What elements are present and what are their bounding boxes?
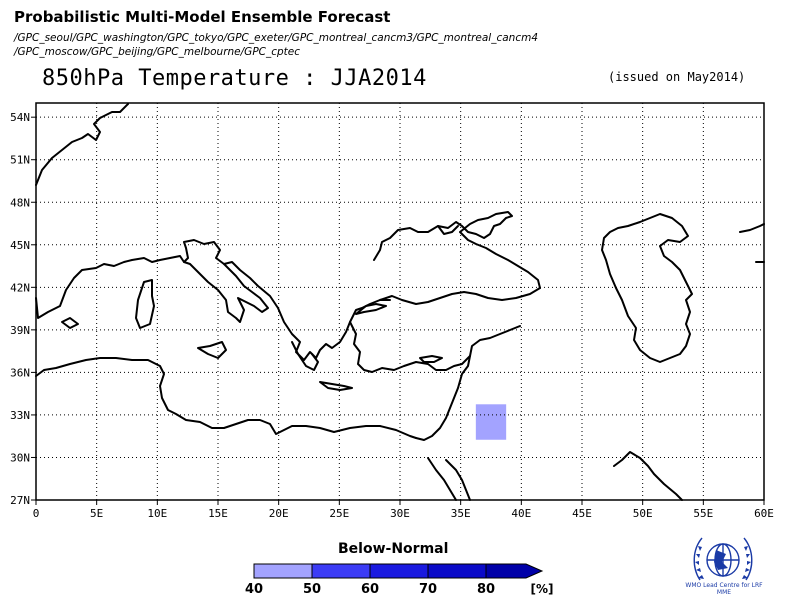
lat-tick-label: 36N	[10, 366, 30, 379]
lat-tick-label: 45N	[10, 239, 30, 252]
lon-tick-label: 60E	[754, 507, 774, 520]
latitude-labels: 27N 30N 33N 36N 39N 42N 45N 48N 51N 54N	[10, 111, 36, 507]
coastline-red-sea	[445, 459, 471, 501]
colorbar	[253, 563, 544, 579]
colorbar-bin-4	[485, 563, 544, 579]
main-title: Probabilistic Multi-Model Ensemble Forec…	[14, 8, 391, 26]
coastline-sicily	[197, 341, 227, 359]
grid-layer	[36, 103, 764, 500]
coastline-layer	[35, 103, 765, 501]
coastline-balearic	[61, 317, 79, 329]
lon-tick-label: 40E	[511, 507, 531, 520]
colorbar-tick-label: 40	[245, 582, 263, 597]
longitude-labels: 0 5E 10E 15E 20E 25E 30E 35E 40E 45E 50E 55E 60E	[33, 500, 774, 520]
coastline-crete	[319, 381, 353, 391]
coastline-iberia	[35, 255, 185, 319]
probability-cell-0	[475, 404, 507, 440]
gpc-list-line-2: /GPC_moscow/GPC_beijing/GPC_melbourne/GP…	[14, 46, 301, 58]
issued-date: (issued on May2014)	[608, 70, 746, 84]
coastline-italy	[183, 239, 269, 323]
coastline-europe-west	[35, 103, 129, 186]
lon-tick-label: 15E	[208, 507, 228, 520]
coastline-black-sea-north	[373, 211, 541, 289]
lat-tick-label: 30N	[10, 451, 30, 464]
map-frame	[35, 102, 765, 501]
lon-tick-label: 20E	[269, 507, 289, 520]
lat-tick-label: 27N	[10, 494, 30, 507]
lon-tick-label: 30E	[390, 507, 410, 520]
colorbar-tick-label: 70	[419, 582, 437, 597]
colorbar-tick-label: 80	[477, 582, 495, 597]
coastline-caspian	[601, 213, 693, 363]
lon-tick-label: 50E	[633, 507, 653, 520]
colorbar-bin-0	[253, 563, 313, 579]
colorbar-bin-2	[369, 563, 429, 579]
frame-layer	[35, 102, 765, 501]
colorbar-bin-3	[427, 563, 487, 579]
lat-tick-label: 48N	[10, 196, 30, 209]
lat-tick-label: 51N	[10, 154, 30, 167]
coastline-peloponnese	[291, 341, 319, 371]
colorbar-tick-label: 60	[361, 582, 379, 597]
coastline-anatolia	[349, 321, 521, 373]
coastline-crimea	[437, 225, 459, 235]
coastline-levant	[415, 355, 471, 441]
coastline-black-sea-south	[379, 287, 541, 305]
colorbar-unit: [%]	[531, 582, 554, 596]
lon-tick-label: 25E	[329, 507, 349, 520]
lon-tick-label: 55E	[693, 507, 713, 520]
lat-tick-label: 54N	[10, 111, 30, 124]
lon-tick-label: 5E	[90, 507, 103, 520]
coastline-aral	[739, 223, 765, 263]
lon-tick-label: 35E	[451, 507, 471, 520]
colorbar-ticks: 40 50 60 70 80 [%]	[245, 582, 554, 597]
logo-caption: WMO Lead Centre for LRF MME	[685, 582, 763, 596]
lon-tick-label: 45E	[572, 507, 592, 520]
colorbar-tick-label: 50	[303, 582, 321, 597]
coastline-marmara	[355, 303, 387, 315]
lat-tick-label: 39N	[10, 324, 30, 337]
coastline-persian-gulf	[613, 451, 683, 501]
gpc-list-line-1: /GPC_seoul/GPC_washington/GPC_tokyo/GPC_…	[14, 32, 539, 44]
coastline-balkans	[223, 261, 391, 361]
coastline-sardinia	[135, 279, 155, 329]
lon-tick-label: 0	[33, 507, 40, 520]
colorbar-title: Below-Normal	[338, 541, 449, 557]
lat-tick-label: 33N	[10, 409, 30, 422]
coastline-sinai	[427, 457, 457, 501]
map-title: 850hPa Temperature : JJA2014	[42, 66, 427, 91]
coastline-cyprus	[419, 355, 443, 363]
coastline-north-africa	[35, 357, 417, 439]
colorbar-bin-1	[311, 563, 371, 579]
shading-layer	[475, 404, 507, 440]
lat-tick-label: 42N	[10, 281, 30, 294]
lon-tick-label: 10E	[147, 507, 167, 520]
wmo-logo-icon	[693, 537, 753, 581]
